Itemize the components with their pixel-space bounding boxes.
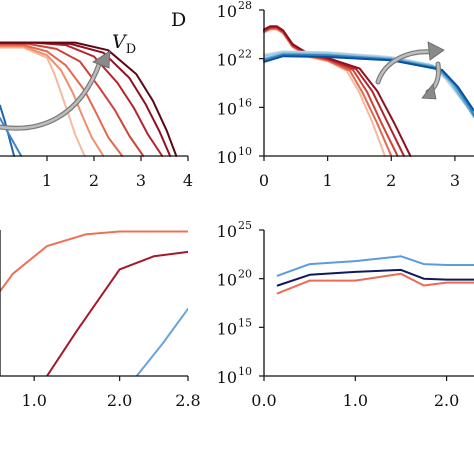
panel-letter: D <box>171 9 186 31</box>
series-line-1 <box>276 255 474 277</box>
x-tick-label: 2.0 <box>107 391 132 410</box>
series-line-10 <box>263 55 474 112</box>
vd-label: VD <box>112 31 136 57</box>
double-arrow <box>375 41 445 100</box>
y-tick-exponent: 10 <box>238 365 252 378</box>
x-tick-label: 2 <box>89 171 99 190</box>
x-tick-label: 2 <box>386 171 396 190</box>
y-tick-label: 10 <box>217 99 237 118</box>
y-tick-exponent: 20 <box>238 268 252 281</box>
series-line-2 <box>0 45 105 157</box>
y-tick-label: 10 <box>217 148 237 167</box>
series-line-3 <box>135 307 188 376</box>
series-line-6 <box>0 41 172 157</box>
series-line-7 <box>0 41 178 157</box>
panel-bottom-left: 1.0 2.0 2.8 <box>0 230 201 410</box>
x-tick-label: 2.0 <box>434 391 459 410</box>
x-tick-label: 1.0 <box>21 391 46 410</box>
y-tick-exponent: 16 <box>238 96 252 109</box>
x-tick-label: 0.0 <box>251 391 276 410</box>
x-tick-label: 2.8 <box>175 391 200 410</box>
y-tick-label: 10 <box>217 222 237 241</box>
x-tick-label: 1 <box>42 171 52 190</box>
y-tick-exponent: 15 <box>238 316 252 329</box>
y-tick-exponent: 10 <box>238 145 252 158</box>
x-tick-label: 4 <box>183 171 193 190</box>
series-line-2 <box>276 268 474 287</box>
y-tick-label: 10 <box>217 368 237 387</box>
y-tick-exponent: 22 <box>238 48 252 61</box>
panel-top-left: 1 2 3 4 <box>0 41 193 190</box>
y-tick-label: 10 <box>217 2 237 21</box>
x-tick-label: 0 <box>259 171 269 190</box>
series-line-3 <box>0 44 124 157</box>
y-tick-exponent: 28 <box>238 0 252 12</box>
series-line-1 <box>0 46 86 157</box>
series-line-1 <box>0 230 188 293</box>
x-tick-label: 3 <box>136 171 146 190</box>
series-line-2 <box>46 250 188 376</box>
y-tick-label: 10 <box>217 51 237 70</box>
x-tick-label: 1 <box>323 171 333 190</box>
vd-arrow <box>0 50 111 131</box>
y-tick-exponent: 25 <box>238 219 252 232</box>
series-line-3 <box>276 272 474 295</box>
y-tick-label: 10 <box>217 271 237 290</box>
x-tick-label: 1.0 <box>343 391 368 410</box>
series-line-4 <box>0 42 145 157</box>
x-tick-label: 3 <box>450 171 460 190</box>
y-tick-label: 10 <box>217 319 237 338</box>
series-line-9 <box>0 117 23 157</box>
